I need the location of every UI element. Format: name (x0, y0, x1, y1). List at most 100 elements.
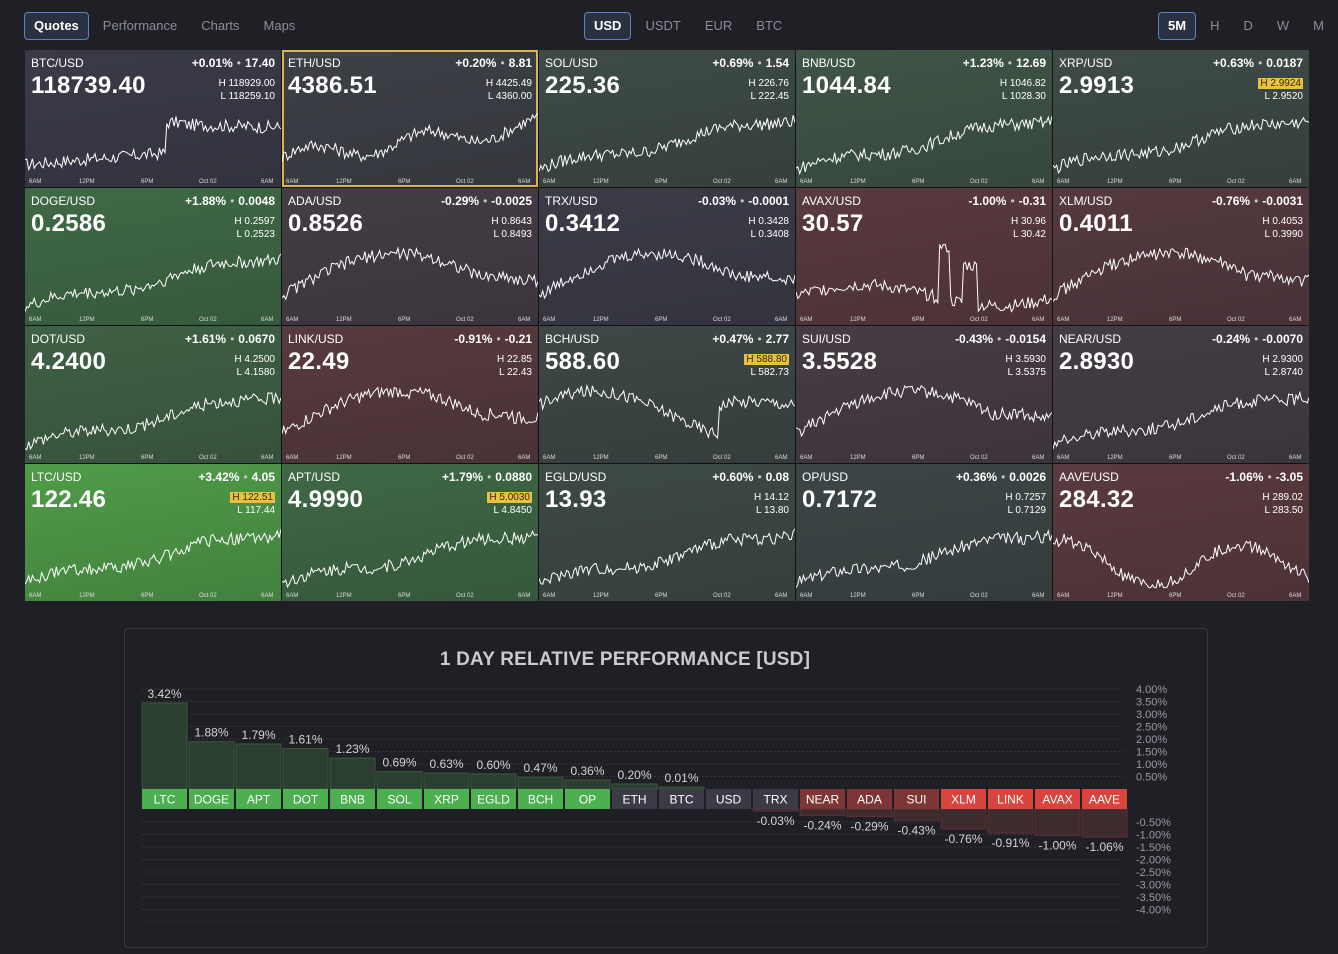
timeframe-button-m[interactable]: M (1313, 18, 1324, 33)
tile-low-value: 0.3408 (758, 229, 789, 240)
tile-price: 118739.40 (31, 72, 146, 99)
bar-value-label: 0.63% (429, 757, 463, 771)
tile-high-value: 0.4053 (1272, 216, 1303, 227)
tile-price: 122.46 (31, 486, 107, 513)
view-tabs: Quotes Performance Charts Maps (24, 12, 305, 40)
quote-tile-xlm[interactable]: XLM/USD 0.4011 -0.76% • -0.0031 H 0.4053 L 0.3… (1053, 188, 1309, 325)
quote-tile-near[interactable]: NEAR/USD 2.8930 -0.24% • -0.0070 H 2.9300 L 2.… (1053, 326, 1309, 463)
tile-change-pct: +3.42% (198, 470, 240, 484)
quote-tile-apt[interactable]: APT/USD 4.9990 +1.79% • 0.0880 H 5.0030 L 4.84… (282, 464, 538, 601)
tile-change-abs: 12.69 (1015, 56, 1046, 70)
quote-tile-xrp[interactable]: XRP/USD 2.9913 +0.63% • 0.0187 H 2.9924 L 2.95… (1053, 50, 1309, 187)
quote-tile-trx[interactable]: TRX/USD 0.3412 -0.03% • -0.0001 H 0.3428 L 0.3… (539, 188, 795, 325)
quote-tile-bch[interactable]: BCH/USD 588.60 +0.47% • 2.77 H 588.80 L 582.73… (539, 326, 795, 463)
quote-tile-ada[interactable]: ADA/USD 0.8526 -0.29% • -0.0025 H 0.8643 L 0.8… (282, 188, 538, 325)
tile-sparkline (282, 112, 538, 163)
y-tick-label: -0.50% (1136, 817, 1171, 829)
tile-high-value: 1046.82 (1009, 78, 1046, 89)
separator-dot: • (1001, 470, 1006, 484)
tile-axis-label: 6AM (261, 317, 274, 323)
y-tick-label: -3.00% (1136, 880, 1171, 892)
tile-change-pct: +1.79% (442, 470, 484, 484)
tile-change-pct: +0.01% (191, 56, 233, 70)
tile-axis-label: 6AM (286, 593, 299, 599)
tile-time-axis: 6AM 12PM 6PM Oct 02 6AM (1053, 314, 1309, 323)
quote-tile-dot[interactable]: DOT/USD 4.2400 +1.61% • 0.0670 H 4.2500 L 4.15… (25, 326, 281, 463)
tile-price: 588.60 (545, 348, 621, 375)
quote-tile-sui[interactable]: SUI/USD 3.5528 -0.43% • -0.0154 H 3.5930 L 3.5… (796, 326, 1052, 463)
tile-price: 4.2400 (31, 348, 107, 375)
tile-change-abs: 8.81 (508, 56, 532, 70)
timeframe-button-d[interactable]: D (1243, 18, 1253, 33)
timeframe-button-w[interactable]: W (1276, 18, 1290, 33)
bar-link (987, 808, 1034, 834)
quote-tile-egld[interactable]: EGLD/USD 13.93 +0.60% • 0.08 H 14.12 L 13.80 6A… (539, 464, 795, 601)
currency-button-btc[interactable]: BTC (756, 18, 783, 33)
currency-button-usdt[interactable]: USDT (645, 18, 681, 33)
tile-time-axis: 6AM 12PM 6PM Oct 02 6AM (1053, 176, 1309, 185)
quote-tile-sol[interactable]: SOL/USD 225.36 +0.69% • 1.54 H 226.76 L 222.45… (539, 50, 795, 187)
tile-high-value: 2.9924 (1270, 78, 1301, 89)
tab-quotes[interactable]: Quotes (24, 12, 89, 40)
tile-sparkline (25, 116, 281, 172)
tile-high-value: 226.76 (758, 78, 789, 89)
quote-tile-bnb[interactable]: BNB/USD 1044.84 +1.23% • 12.69 H 1046.82 L 102… (796, 50, 1052, 187)
bar-value-label: 3.42% (147, 687, 181, 701)
tab-performance[interactable]: Performance (102, 18, 178, 33)
tile-axis-label: 6PM (141, 317, 154, 323)
quote-tile-op[interactable]: OP/USD 0.7172 +0.36% • 0.0026 H 0.7257 L 0.712… (796, 464, 1052, 601)
tile-symbol: DOGE/USD (31, 194, 96, 208)
tile-axis-label: 6AM (1057, 455, 1070, 461)
tab-maps[interactable]: Maps (263, 18, 296, 33)
tile-change-pct: +1.23% (962, 56, 1004, 70)
tile-change-abs: -0.0025 (491, 194, 532, 208)
tile-low: L 2.9520 (1264, 91, 1303, 102)
tile-high-value: 289.02 (1272, 492, 1303, 503)
tile-high-value: 0.2597 (244, 216, 275, 227)
tile-high: H 588.80 (744, 354, 789, 365)
tile-axis-label: 6AM (518, 593, 531, 599)
tile-axis-label: Oct 02 (199, 317, 217, 323)
tile-low: L 582.73 (750, 367, 789, 378)
bar-xrp (423, 772, 470, 790)
bar-value-label: 1.79% (241, 728, 275, 742)
tile-time-axis: 6AM 12PM 6PM Oct 02 6AM (539, 314, 795, 323)
tile-axis-label: Oct 02 (970, 593, 988, 599)
tile-low-value: 1028.30 (1009, 91, 1046, 102)
currency-button-eur[interactable]: EUR (704, 18, 733, 33)
tile-axis-label: 6AM (543, 179, 556, 185)
separator-dot: • (496, 332, 501, 346)
quote-tile-ltc[interactable]: LTC/USD 122.46 +3.42% • 4.05 H 122.51 L 117.44… (25, 464, 281, 601)
quote-tile-btc[interactable]: BTC/USD 118739.40 +0.01% • 17.40 H 118929.00 L… (25, 50, 281, 187)
timeframe-button-5m[interactable]: 5M (1158, 12, 1197, 40)
tile-low-value: 30.42 (1020, 229, 1046, 240)
tile-change: -0.29% • -0.0025 (441, 194, 532, 208)
tile-axis-label: 6AM (543, 593, 556, 599)
tile-change: -0.76% • -0.0031 (1212, 194, 1303, 208)
category-chip (612, 789, 657, 809)
quote-tile-aave[interactable]: AAVE/USD 284.32 -1.06% • -3.05 H 289.02 L 283.… (1053, 464, 1309, 601)
quote-tile-link[interactable]: LINK/USD 22.49 -0.91% • -0.21 H 22.85 L 22.43 6… (282, 326, 538, 463)
tile-axis-label: 12PM (336, 179, 352, 185)
tile-axis-label: 6AM (775, 317, 788, 323)
tile-change-pct: -0.76% (1212, 194, 1251, 208)
tile-time-axis: 6AM 12PM 6PM Oct 02 6AM (282, 176, 538, 185)
quote-tile-eth[interactable]: ETH/USD 4386.51 +0.20% • 8.81 H 4425.49 L 4360… (282, 50, 538, 187)
category-chip (424, 789, 469, 809)
tab-charts[interactable]: Charts (201, 18, 240, 33)
y-tick-label: -1.50% (1136, 842, 1171, 854)
bar-value-label: 0.69% (382, 756, 416, 770)
tile-axis-label: 6PM (398, 317, 411, 323)
tile-high-value: 122.51 (242, 492, 273, 503)
currency-button-usd[interactable]: USD (584, 12, 632, 40)
quote-tile-avax[interactable]: AVAX/USD 30.57 -1.00% • -0.31 H 30.96 L 30.42 6… (796, 188, 1052, 325)
timeframe-button-h[interactable]: H (1210, 18, 1220, 33)
tile-symbol: XRP/USD (1059, 56, 1113, 70)
category-chip (283, 789, 328, 809)
tile-axis-label: Oct 02 (970, 179, 988, 185)
tile-axis-label: 6PM (141, 593, 154, 599)
tile-symbol: SUI/USD (802, 332, 851, 346)
bar-value-label: 1.23% (335, 742, 369, 756)
separator-dot: • (236, 56, 241, 70)
quote-tile-doge[interactable]: DOGE/USD 0.2586 +1.88% • 0.0048 H 0.2597 L 0.2… (25, 188, 281, 325)
